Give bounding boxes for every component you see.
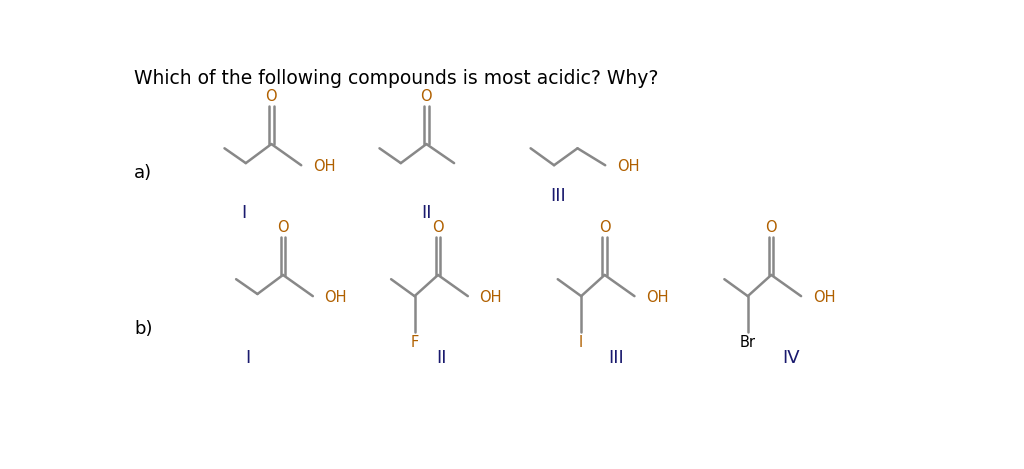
Text: b): b) [134,320,153,338]
Text: OH: OH [325,290,347,305]
Text: III: III [608,349,624,367]
Text: Which of the following compounds is most acidic? Why?: Which of the following compounds is most… [134,69,658,88]
Text: III: III [550,187,566,204]
Text: I: I [242,204,247,222]
Text: a): a) [134,164,153,182]
Text: OH: OH [313,159,335,174]
Text: OH: OH [479,290,502,305]
Text: O: O [265,89,278,104]
Text: II: II [421,204,432,222]
Text: OH: OH [813,290,836,305]
Text: F: F [411,335,419,350]
Text: O: O [278,220,289,235]
Text: O: O [599,220,610,235]
Text: OH: OH [616,159,639,174]
Text: Br: Br [739,335,756,350]
Text: IV: IV [781,349,800,367]
Text: O: O [421,89,432,104]
Text: O: O [432,220,443,235]
Text: I: I [579,335,584,350]
Text: I: I [246,349,251,367]
Text: OH: OH [646,290,669,305]
Text: O: O [765,220,777,235]
Text: II: II [436,349,447,367]
